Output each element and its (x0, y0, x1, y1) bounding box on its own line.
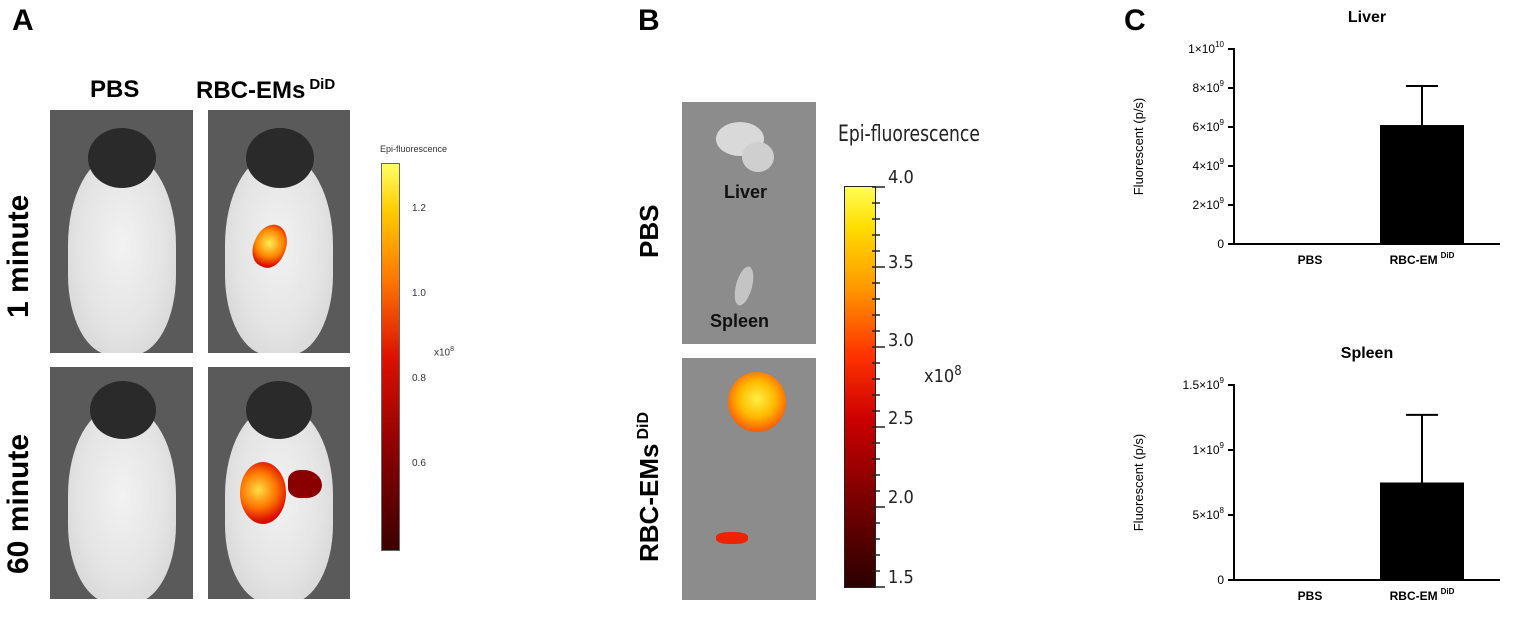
x-tick-text: RBC-EM (1390, 253, 1438, 267)
x-tick-label: PBS (1298, 253, 1323, 267)
colorbar-b-tick: 2.5 (888, 408, 914, 429)
colorbar-a-unit: x108 (434, 346, 454, 358)
panel-a-row-label-60min: 60 minute (2, 433, 35, 574)
colorbar-b-tick: 3.0 (888, 330, 914, 351)
mouse-image-rbc-60min (208, 367, 350, 599)
y-axis-label: Fluorescent (p/s) (1131, 434, 1146, 532)
colorbar-a (381, 163, 400, 551)
spleen-organ (731, 264, 757, 308)
spleen-signal (716, 532, 748, 544)
y-tick-label: 0 (1217, 573, 1224, 587)
y-tick-exponent: 9 (1220, 441, 1225, 450)
panel-a-row-label-1min: 1 minute (2, 194, 35, 318)
liver-organ (742, 142, 774, 172)
colorbar-a-unit-exp: 8 (450, 346, 455, 353)
mouse-image-pbs-1min (50, 110, 193, 353)
organ-label-liver: Liver (724, 182, 768, 202)
organ-image-rbc (682, 358, 816, 600)
y-tick-label: 1×1010 (1188, 40, 1224, 56)
y-tick-label: 8×109 (1193, 79, 1225, 95)
y-tick-mantissa: 1×10 (1193, 443, 1220, 457)
colorbar-b-unit-exp: 8 (954, 364, 962, 379)
y-tick-mantissa: 0 (1217, 573, 1224, 587)
y-tick-label: 2×109 (1193, 196, 1225, 212)
organ-image-pbs: Liver Spleen (682, 102, 816, 344)
y-tick-label: 1×109 (1193, 441, 1225, 457)
x-tick-superscript: DiD (1441, 251, 1455, 260)
bar-rbc-em (1380, 482, 1464, 580)
colorbar-b-tick: 1.5 (888, 567, 914, 588)
y-tick-exponent: 9 (1220, 196, 1225, 205)
x-tick-label: RBC-EM DiD (1390, 251, 1455, 267)
x-tick-text: PBS (1298, 253, 1323, 267)
y-tick-label: 1.5×109 (1183, 376, 1225, 392)
y-tick-mantissa: 6×10 (1193, 120, 1220, 134)
x-tick-superscript: DiD (1441, 587, 1455, 596)
y-tick-exponent: 8 (1220, 506, 1225, 515)
x-tick-text: RBC-EM (1390, 589, 1438, 603)
colorbar-b-ticks (872, 186, 885, 588)
y-tick-mantissa: 1×10 (1188, 42, 1215, 56)
panel-b-row-label-rbc-sup: DiD (635, 411, 653, 440)
colorbar-a-title: Epi-fluorescence (380, 144, 448, 154)
panel-a-col-label-rbc-sup: DiD (309, 76, 336, 93)
y-tick-mantissa: 4×10 (1193, 159, 1220, 173)
panel-a-col-label-rbc: RBC-EMs DiD (196, 76, 335, 105)
panel-a-letter: A (12, 4, 34, 37)
y-tick-label: 6×109 (1193, 118, 1225, 134)
panel-b-letter: B (638, 4, 660, 37)
liver-signal (240, 462, 286, 524)
panel-b-row-label-pbs: PBS (634, 204, 664, 258)
colorbar-b-title: Epi-fluorescence (838, 122, 980, 147)
colorbar-a-unit-text: x10 (434, 347, 451, 359)
panel-b-row-label-rbc: RBC-EMs DiD (634, 412, 665, 562)
y-tick-mantissa: 1.5×10 (1183, 378, 1220, 392)
colorbar-b-tick: 2.0 (888, 487, 914, 508)
y-tick-mantissa: 8×10 (1193, 81, 1220, 95)
colorbar-b-tick: 3.5 (888, 252, 914, 273)
bar-pbs (1268, 243, 1352, 244)
panel-b-row-label-rbc-text: RBC-EMs (634, 443, 664, 562)
chart-title: Spleen (1341, 345, 1393, 362)
colorbar-b (844, 186, 876, 588)
y-tick-label: 4×109 (1193, 157, 1225, 173)
y-axis-label: Fluorescent (p/s) (1131, 98, 1146, 196)
spleen-signal (288, 470, 322, 498)
x-tick-text: PBS (1298, 589, 1323, 603)
colorbar-b-unit: x108 (924, 364, 962, 387)
y-tick-label: 0 (1217, 237, 1224, 251)
organ-label-spleen: Spleen (710, 311, 770, 331)
y-tick-exponent: 9 (1220, 376, 1225, 385)
mouse-image-rbc-1min (208, 110, 350, 353)
chart-title: Liver (1348, 9, 1386, 26)
y-tick-exponent: 9 (1220, 79, 1225, 88)
colorbar-a-tick: 0.8 (412, 373, 426, 384)
bar-rbc-em (1380, 125, 1464, 244)
panel-a-col-label-pbs: PBS (90, 76, 140, 103)
colorbar-a-tick: 1.2 (412, 203, 426, 214)
panel-a-col-label-rbc-text: RBC-EMs (196, 77, 306, 104)
colorbar-a-tick: 1.0 (412, 288, 426, 299)
colorbar-a-tick: 0.6 (412, 458, 426, 469)
colorbar-b-unit-text: x10 (924, 366, 955, 387)
panel-c-letter: C (1124, 4, 1146, 37)
x-tick-label: RBC-EM DiD (1390, 587, 1455, 603)
y-tick-mantissa: 5×10 (1193, 508, 1220, 522)
liver-signal (728, 372, 786, 432)
y-tick-mantissa: 0 (1217, 237, 1224, 251)
y-tick-mantissa: 2×10 (1193, 198, 1220, 212)
mouse-image-pbs-60min (50, 367, 193, 599)
y-tick-exponent: 10 (1215, 40, 1224, 49)
x-tick-label: PBS (1298, 589, 1323, 603)
colorbar-b-tick: 4.0 (888, 167, 914, 188)
y-tick-exponent: 9 (1220, 157, 1225, 166)
y-tick-label: 5×108 (1193, 506, 1225, 522)
y-tick-exponent: 9 (1220, 118, 1225, 127)
